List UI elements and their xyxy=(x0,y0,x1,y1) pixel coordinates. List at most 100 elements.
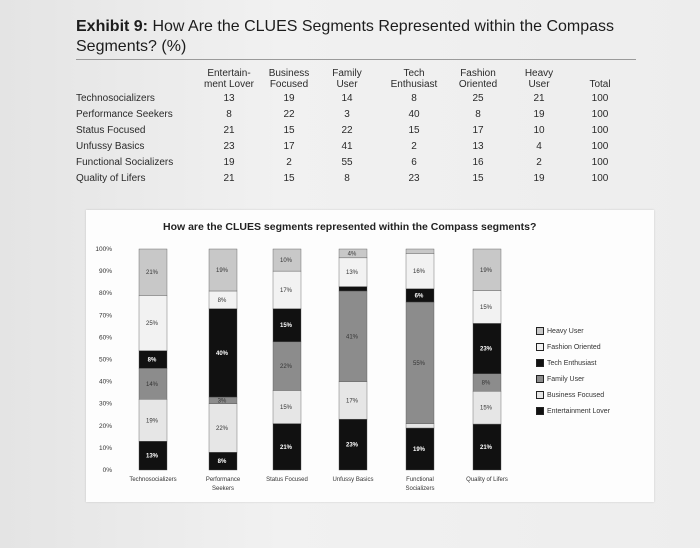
legend-label: Fashion Oriented xyxy=(547,343,601,351)
bar-segment xyxy=(138,295,168,351)
table-cell: 15 xyxy=(408,124,420,136)
legend-label: Business Focused xyxy=(547,391,605,399)
bar-segment xyxy=(405,248,435,254)
table-cell: 55 xyxy=(341,156,353,168)
table-header-row: Entertain-ment Lover Business Focused Fam… xyxy=(76,62,628,90)
data-label: 8% xyxy=(148,358,157,364)
bar-segment xyxy=(338,248,368,259)
bar-segment xyxy=(272,423,302,471)
y-tick-label: 30% xyxy=(99,401,112,408)
exhibit-title-text: How Are the CLUES Segments Represented w… xyxy=(76,18,615,55)
table-cell: 100 xyxy=(591,124,609,136)
bar-segment xyxy=(272,341,302,391)
data-label: 3% xyxy=(218,398,227,404)
category-label: Unfussy Basics xyxy=(332,477,373,483)
y-tick-label: 100% xyxy=(95,246,112,253)
table-cell: 4 xyxy=(536,140,542,152)
row-label: Unfussy Basics xyxy=(76,140,145,152)
legend-label: Heavy User xyxy=(547,327,584,335)
bar-segment xyxy=(405,301,435,424)
table-row: Status Focused 21 15 22 15 17 10 100 xyxy=(76,122,628,138)
data-label: 23% xyxy=(480,347,493,353)
bar-segment xyxy=(405,427,435,471)
data-label: 19% xyxy=(216,268,229,274)
chart-panel xyxy=(86,210,654,502)
row-label: Status Focused xyxy=(76,124,146,136)
table-cell: 22 xyxy=(341,124,353,136)
table-cell: 16 xyxy=(472,156,484,168)
table-cell: 19 xyxy=(533,108,545,120)
legend-swatch xyxy=(536,375,544,383)
table-row: Performance Seekers 8 22 3 40 8 19 100 xyxy=(76,106,628,122)
y-tick-label: 10% xyxy=(99,445,112,452)
column-header: Entertain-ment Lover xyxy=(203,68,255,90)
data-label: 55% xyxy=(413,361,426,367)
category-label: Status Focused xyxy=(266,477,308,483)
row-label: Performance Seekers xyxy=(76,108,173,120)
legend-label: Family User xyxy=(547,375,585,383)
legend-item: Fashion Oriented xyxy=(536,339,610,355)
exhibit-number: Exhibit 9: xyxy=(76,18,149,35)
bar-segment xyxy=(338,257,368,287)
legend-swatch xyxy=(536,343,544,351)
data-label: 19% xyxy=(146,418,159,424)
bar-segment xyxy=(138,248,168,296)
category-label: Functional xyxy=(406,477,434,483)
column-header: Business Focused xyxy=(268,68,310,90)
legend-item: Business Focused xyxy=(536,387,610,403)
bar-segment xyxy=(472,248,502,291)
category-label: Socializers xyxy=(405,486,434,492)
data-label: 21% xyxy=(146,270,159,276)
data-label: 22% xyxy=(216,426,229,432)
bar-segment xyxy=(472,323,502,374)
y-tick-label: 0% xyxy=(103,467,113,474)
exhibit-title: Exhibit 9: How Are the CLUES Segments Re… xyxy=(76,17,636,57)
table-cell: 22 xyxy=(283,108,295,120)
table-cell: 15 xyxy=(283,172,295,184)
table-cell: 8 xyxy=(475,108,481,120)
data-label: 16% xyxy=(413,269,426,275)
table-cell: 13 xyxy=(223,92,235,104)
data-label: 41% xyxy=(346,334,359,340)
bar-segment xyxy=(138,399,168,442)
bar-segment xyxy=(338,418,368,471)
table-row: Functional Socializers 19 2 55 6 16 2 10… xyxy=(76,154,628,170)
data-label: 25% xyxy=(146,321,159,327)
category-label: Performance xyxy=(206,477,241,483)
bar-segment xyxy=(138,441,168,471)
column-header: Fashion Oriented xyxy=(458,68,498,90)
category-label: Technosocializers xyxy=(129,477,176,483)
bar-segment xyxy=(272,308,302,343)
data-label: 6% xyxy=(415,293,424,299)
legend-item: Family User xyxy=(536,371,610,387)
table-cell: 2 xyxy=(286,156,292,168)
data-label: 22% xyxy=(280,364,293,370)
table-cell: 23 xyxy=(408,172,420,184)
data-label: 8% xyxy=(218,459,227,465)
table-cell: 40 xyxy=(408,108,420,120)
table-cell: 2 xyxy=(411,140,417,152)
bar-segment xyxy=(272,390,302,424)
legend-label: Tech Enthusiast xyxy=(547,359,597,367)
table-cell: 100 xyxy=(591,92,609,104)
data-label: 15% xyxy=(480,406,493,412)
bar-segment xyxy=(405,423,435,429)
bar-segment xyxy=(272,248,302,272)
table-cell: 3 xyxy=(344,108,350,120)
table-cell: 8 xyxy=(226,108,232,120)
data-label: 15% xyxy=(280,405,293,411)
column-header: Total xyxy=(589,79,611,90)
table-row: Technosocializers 13 19 14 8 25 21 100 xyxy=(76,90,628,106)
table-cell: 100 xyxy=(591,172,609,184)
legend-swatch xyxy=(536,391,544,399)
data-label: 21% xyxy=(480,445,493,451)
table-cell: 21 xyxy=(223,172,235,184)
data-label: 17% xyxy=(280,288,293,294)
legend-swatch xyxy=(536,359,544,367)
data-label: 15% xyxy=(480,305,493,311)
table-cell: 10 xyxy=(533,124,545,136)
segments-table: Entertain-ment Lover Business Focused Fam… xyxy=(76,62,628,186)
table-cell: 17 xyxy=(472,124,484,136)
table-cell: 8 xyxy=(344,172,350,184)
data-label: 15% xyxy=(280,323,293,329)
